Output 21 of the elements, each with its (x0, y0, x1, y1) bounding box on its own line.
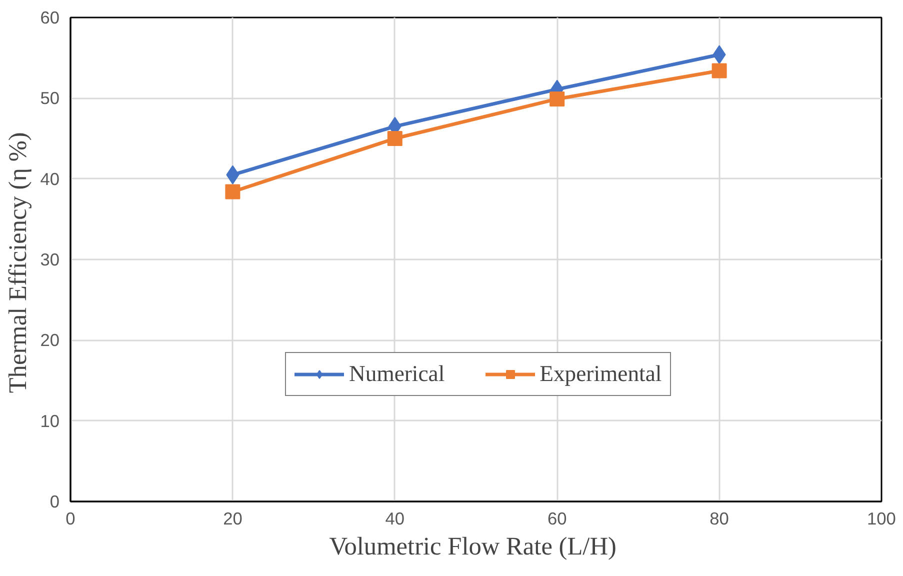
x-tick-label: 40 (385, 508, 405, 528)
x-tick-label: 80 (710, 508, 729, 528)
y-axis-title: Thermal Efficiency (η %) (4, 132, 32, 394)
point (225, 184, 240, 200)
x-tick-label: 100 (867, 508, 896, 528)
x-tick-label: 0 (66, 508, 76, 528)
y-tick-label: 10 (40, 410, 60, 431)
legend-label: Experimental (540, 361, 662, 387)
y-tick-label: 0 (50, 492, 60, 512)
point (712, 63, 727, 78)
legend-label: Numerical (349, 361, 445, 387)
y-tick-label: 30 (40, 250, 60, 270)
point (387, 131, 402, 146)
y-tick-label: 40 (40, 168, 60, 189)
x-tick-label: 20 (223, 508, 242, 528)
y-tick-label: 50 (40, 88, 60, 108)
y-tick-label: 20 (40, 330, 60, 350)
x-axis-title: Volumetric Flow Rate (L/H) (329, 532, 616, 560)
x-tick-label: 60 (547, 508, 567, 528)
point (550, 91, 565, 106)
y-tick-label: 60 (40, 8, 60, 28)
